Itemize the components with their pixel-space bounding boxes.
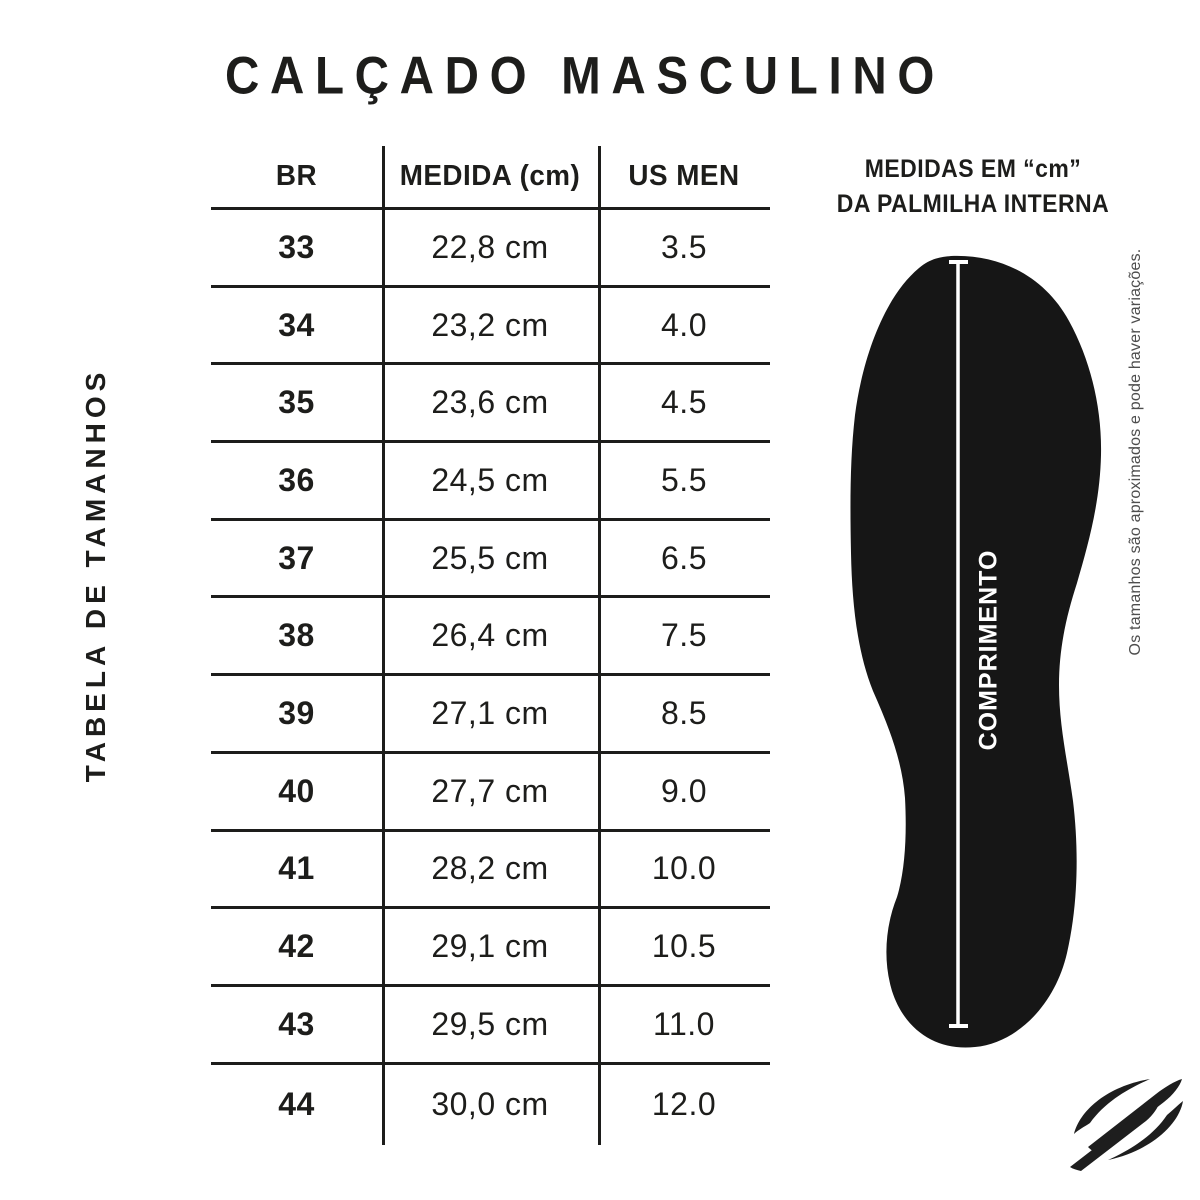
cell-medida: 30,0 cm: [431, 1086, 549, 1123]
insole-heading-line2: DA PALMILHA INTERNA: [836, 190, 1110, 218]
table-row: 39 27,1 cm 8.5: [211, 676, 770, 754]
table-header-row: BR MEDIDA (cm) US MEN: [211, 146, 770, 210]
cell-us-men: 10.0: [651, 850, 717, 887]
table-row: 41 28,2 cm 10.0: [211, 832, 770, 910]
cell-us-men: 5.5: [661, 461, 707, 498]
cell-us-men: 10.5: [651, 928, 717, 965]
cell-us-men: 8.5: [661, 694, 707, 731]
cell-us-men: 4.0: [661, 306, 707, 343]
insole-diagram: COMPRIMENTO: [845, 253, 1105, 1048]
cell-us-men: 4.5: [661, 384, 707, 421]
size-table: BR MEDIDA (cm) US MEN 33 22,8 cm 3.5 34 23,2…: [211, 146, 770, 1145]
cell-us-men: 3.5: [661, 228, 707, 265]
page-title: CALÇADO MASCULINO: [224, 46, 946, 106]
side-label-tabela-de-tamanhos: TABELA DE TAMANHOS: [80, 367, 111, 783]
insole-heading: MEDIDAS EM “cm” DA PALMILHA INTERNA: [837, 152, 1109, 222]
cell-br: 44: [278, 1086, 315, 1123]
mormaii-logo-icon: [1070, 1079, 1183, 1171]
cell-medida: 28,2 cm: [431, 850, 549, 887]
cell-us-men: 11.0: [653, 1005, 715, 1042]
table-row: 34 23,2 cm 4.0: [211, 288, 770, 366]
cell-medida: 26,4 cm: [431, 617, 549, 654]
cell-medida: 27,7 cm: [431, 772, 549, 809]
cell-medida: 23,6 cm: [431, 384, 549, 421]
insole-shape-icon: [850, 255, 1102, 1048]
cell-us-men: 9.0: [661, 772, 707, 809]
table-row: 35 23,6 cm 4.5: [211, 365, 770, 444]
table-row: 33 22,8 cm 3.5: [211, 210, 770, 288]
cell-br: 36: [278, 461, 315, 498]
cell-medida: 23,2 cm: [431, 306, 549, 343]
cell-medida: 22,8 cm: [431, 228, 549, 265]
cell-medida: 24,5 cm: [431, 461, 549, 498]
table-row: 36 24,5 cm 5.5: [211, 443, 770, 521]
length-label: COMPRIMENTO: [974, 549, 1003, 751]
cell-br: 33: [278, 228, 315, 265]
cell-br: 35: [278, 384, 315, 421]
table-row: 37 25,5 cm 6.5: [211, 521, 770, 599]
cell-us-men: 7.5: [661, 617, 707, 654]
cell-br: 38: [278, 617, 315, 654]
cell-us-men: 6.5: [661, 539, 707, 576]
cell-medida: 27,1 cm: [431, 694, 549, 731]
length-measure-line: [949, 260, 968, 1028]
cell-br: 39: [278, 694, 315, 731]
column-header-br: BR: [275, 160, 318, 192]
table-row: 44 30,0 cm 12.0: [211, 1065, 770, 1145]
cell-br: 42: [278, 928, 315, 965]
table-row: 42 29,1 cm 10.5: [211, 909, 770, 987]
column-divider: [382, 146, 385, 1145]
cell-us-men: 12.0: [651, 1086, 717, 1123]
insole-heading-line1: MEDIDAS EM “cm”: [864, 155, 1082, 183]
column-header-us-men: US MEN: [628, 160, 740, 192]
cell-medida: 29,1 cm: [431, 928, 549, 965]
disclaimer-note: Os tamanhos são aproximados e pode haver…: [1127, 248, 1144, 656]
cell-br: 34: [278, 306, 315, 343]
table-row: 40 27,7 cm 9.0: [211, 754, 770, 832]
cell-br: 41: [278, 850, 315, 887]
cell-medida: 29,5 cm: [431, 1005, 549, 1042]
table-body: 33 22,8 cm 3.5 34 23,2 cm 4.0 35 23,6 cm 4.5 36 24…: [211, 210, 770, 1145]
column-divider: [598, 146, 601, 1145]
table-row: 43 29,5 cm 11.0: [211, 987, 770, 1065]
table-row: 38 26,4 cm 7.5: [211, 598, 770, 677]
cell-br: 40: [278, 772, 315, 809]
column-header-medida: MEDIDA (cm): [399, 160, 581, 192]
cell-medida: 25,5 cm: [431, 539, 549, 576]
cell-br: 43: [278, 1005, 315, 1042]
cell-br: 37: [278, 539, 315, 576]
